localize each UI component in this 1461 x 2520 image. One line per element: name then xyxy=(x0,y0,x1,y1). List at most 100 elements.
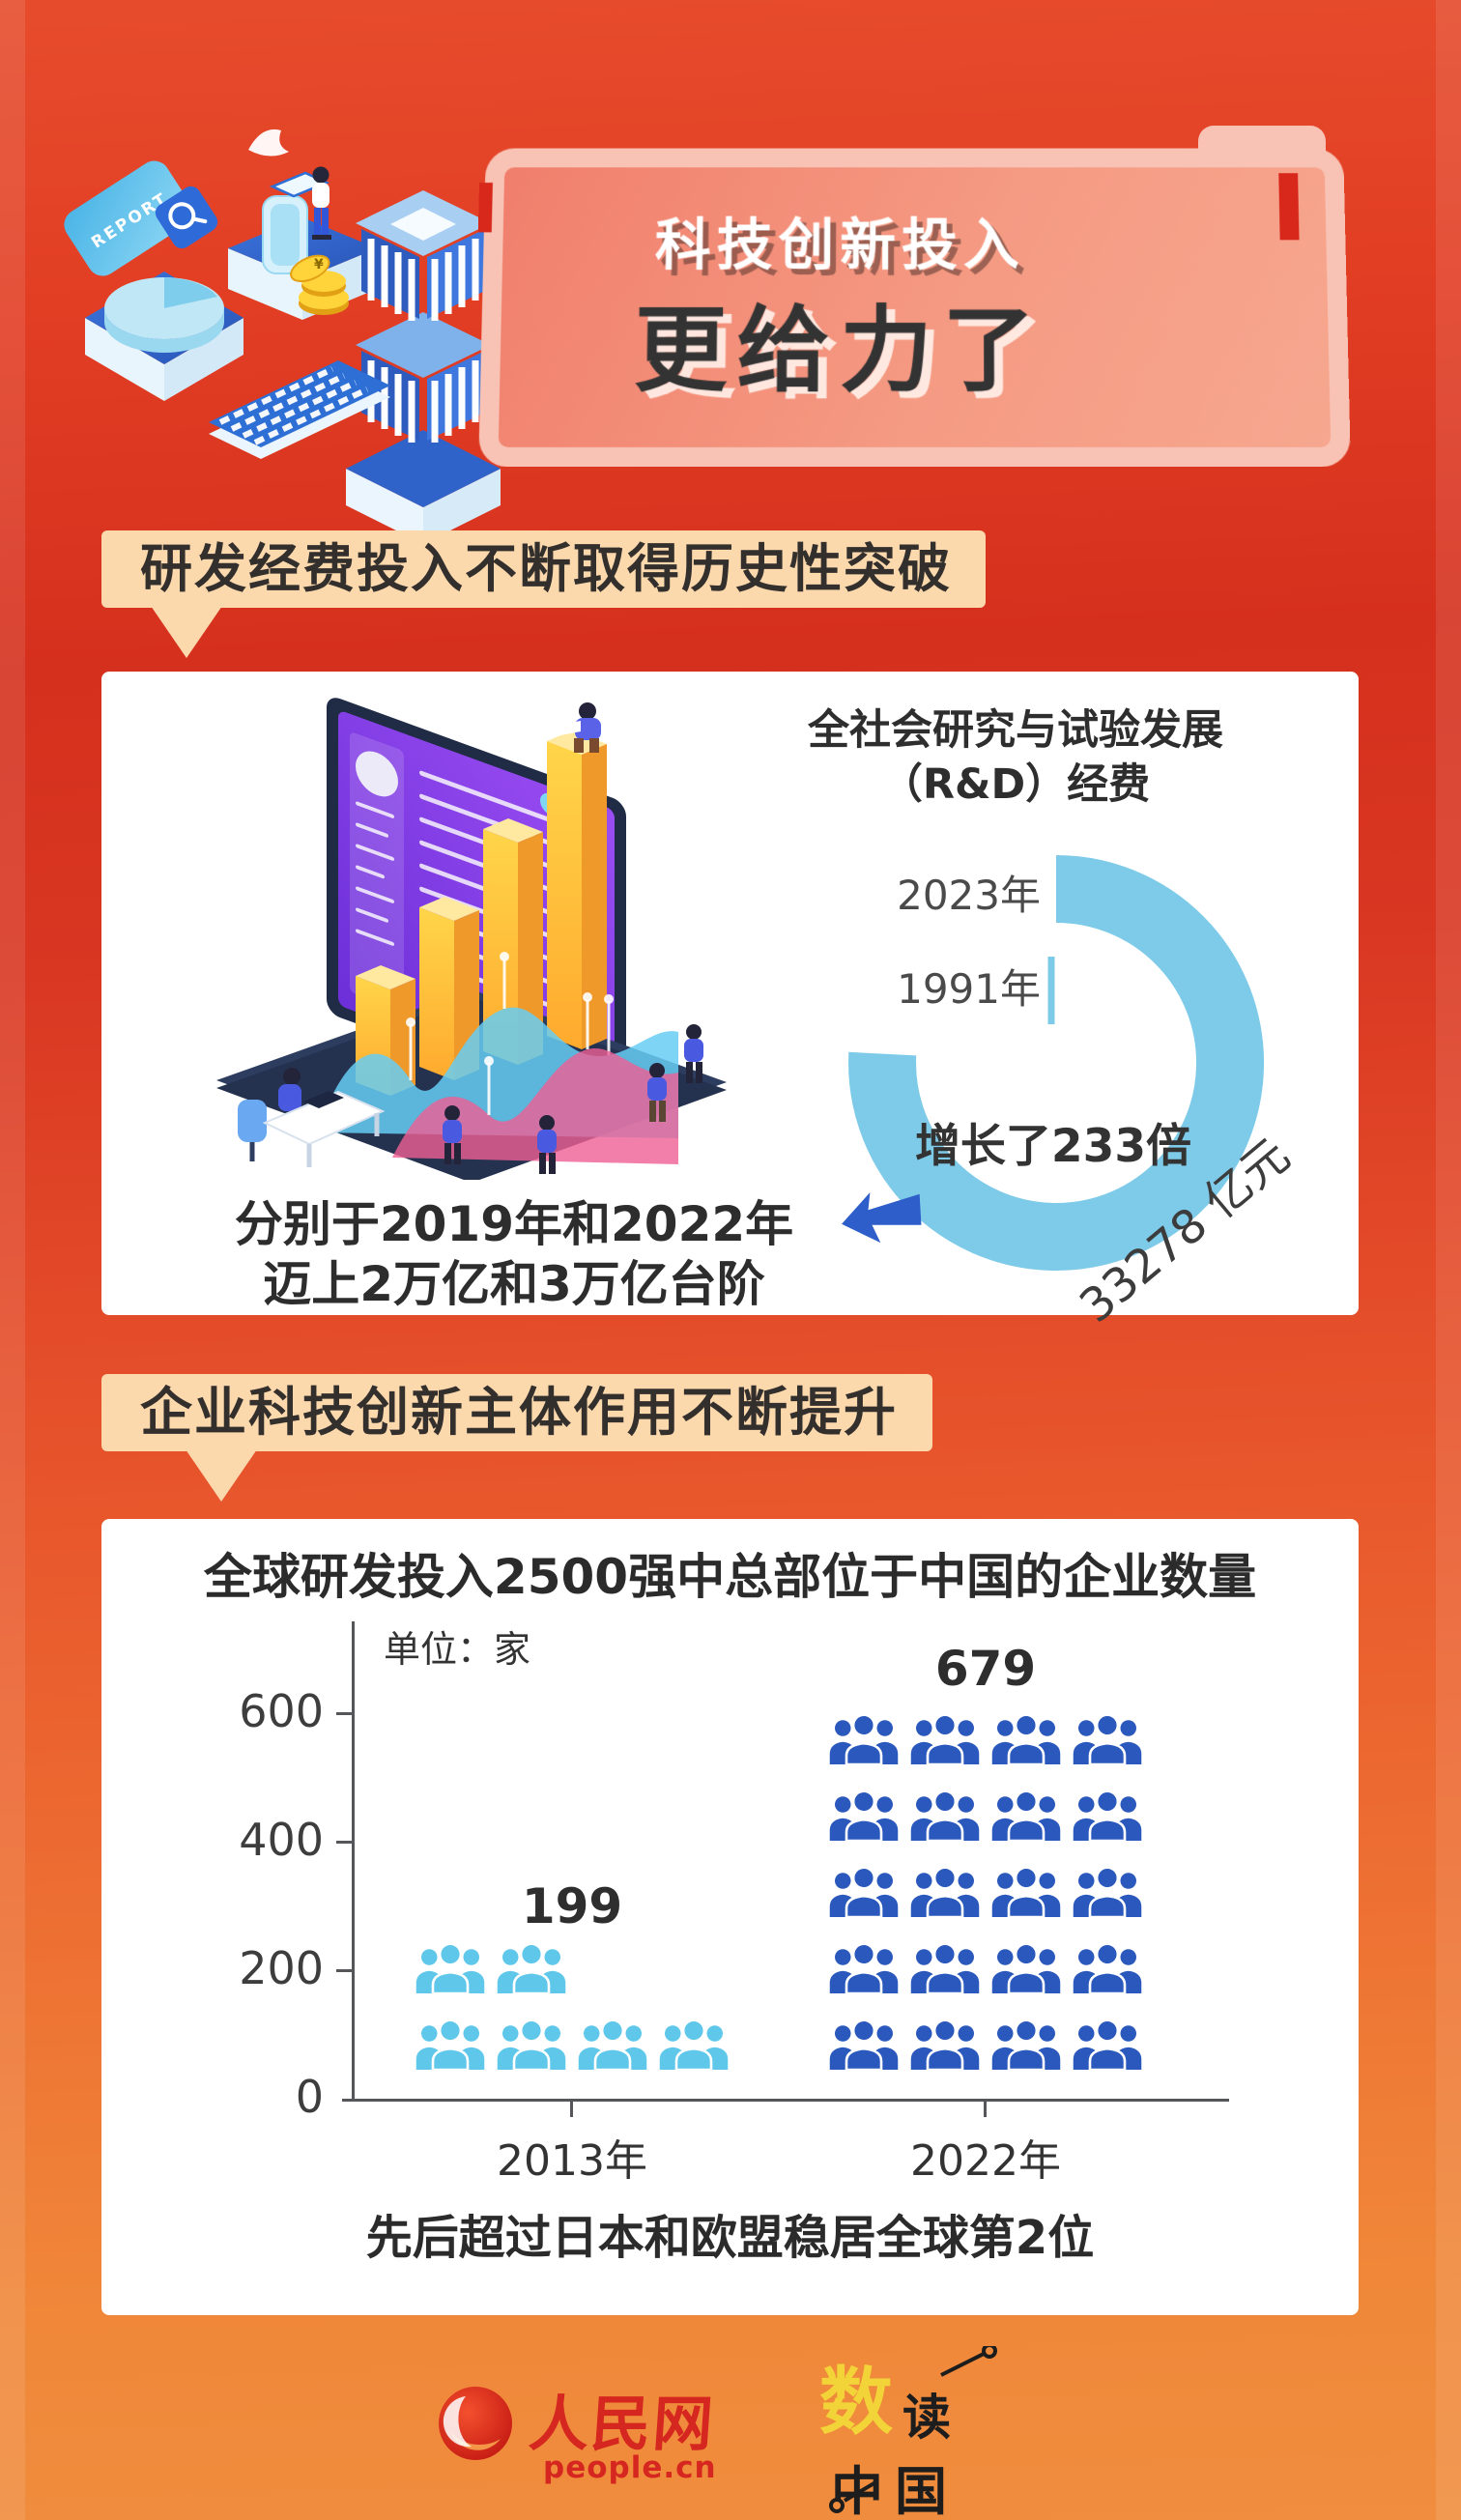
category-label-2022: 2022年 xyxy=(910,2136,1061,2186)
kiosk-platform-icon xyxy=(228,129,377,320)
value-label-2022: 679 xyxy=(934,1641,1037,1697)
rd-chart-title-line2: （R&D）经费 xyxy=(880,760,1151,809)
people-group-icon xyxy=(576,2018,649,2070)
hero-isometric-illustration: ¥ xyxy=(64,129,501,544)
section1-card: 全社会研究与试验发展 （R&D）经费 2023年 1991年 增长了233倍 3… xyxy=(101,672,1359,1333)
y-axis-line xyxy=(352,1621,355,2102)
people-group-icon xyxy=(989,1865,1063,1917)
shudu-zhongguo-logo: 数 读 中国 xyxy=(817,2346,1049,2520)
y-tick-label: 400 xyxy=(239,1814,324,1866)
section2-banner-pointer xyxy=(186,1449,257,1502)
shudu-char-du: 读 xyxy=(902,2390,951,2446)
shudu-zhongguo-text: 中国 xyxy=(831,2461,959,2520)
dashboard-illustration xyxy=(216,698,727,1180)
people-group-icon xyxy=(414,2018,487,2070)
shudu-char-shu: 数 xyxy=(819,2359,893,2445)
title-panel-notch xyxy=(1278,173,1300,241)
y-tick xyxy=(336,1969,352,1972)
people-cn-logo: 人民网 people.cn xyxy=(437,2379,727,2505)
page-title-line1: 科技创新投入 xyxy=(654,212,1025,278)
people-cn-name: 人民网 xyxy=(527,2389,718,2459)
people-group-icon xyxy=(827,1865,901,1917)
people-group-icon xyxy=(989,1712,1063,1764)
building-icon xyxy=(346,190,501,544)
section1-caption-line1: 分别于2019年和2022年 xyxy=(234,1196,794,1252)
search-icon xyxy=(155,186,218,249)
people-group-icon xyxy=(908,1789,982,1841)
value-label-2013: 199 xyxy=(521,1878,623,1934)
y-tick-label: 200 xyxy=(239,1942,324,1994)
standing-people-icons xyxy=(443,1024,703,1174)
pictograph-row xyxy=(414,1941,568,1993)
people-cn-ball-icon xyxy=(439,2387,512,2460)
background-right-stripe xyxy=(1436,0,1461,2520)
people-group-icon xyxy=(414,1941,487,1993)
pie-platform-icon xyxy=(85,272,244,401)
title-panel-sliver xyxy=(477,183,493,233)
people-group-icon xyxy=(989,2018,1063,2070)
y-tick-label: 600 xyxy=(239,1685,324,1737)
section2-card: 全球研发投入2500强中总部位于中国的企业数量 单位：家 600 400 200… xyxy=(101,1519,1359,2315)
people-cn-url: people.cn xyxy=(543,2450,717,2485)
people-group-icon xyxy=(908,1941,982,1993)
x-tick xyxy=(984,2102,987,2117)
rd-chart-title-line1: 全社会研究与试验发展 xyxy=(808,706,1223,755)
pink-area-wave xyxy=(392,1047,678,1164)
ring-label-1991: 1991年 xyxy=(897,965,1041,1013)
people-group-icon xyxy=(827,2018,901,2070)
left-arrow-icon xyxy=(842,1192,922,1244)
keyboard-icon xyxy=(209,360,390,459)
people-group-icon xyxy=(495,2018,568,2070)
section1-caption-line2: 迈上2万亿和3万亿台阶 xyxy=(263,1256,765,1312)
category-label-2013: 2013年 xyxy=(497,2136,647,2186)
people-group-icon xyxy=(989,1789,1063,1841)
wave-markers xyxy=(409,959,611,1080)
section1-banner-label: 研发经费投入不断取得历史性突破 xyxy=(140,538,952,599)
people-group-icon xyxy=(1071,1712,1144,1764)
coins-icon: ¥ xyxy=(290,254,349,315)
people-group-icon xyxy=(827,1941,901,1993)
pictograph-row xyxy=(827,1865,1144,1917)
people-group-icon xyxy=(827,1789,901,1841)
y-tick-label: 0 xyxy=(295,2071,324,2123)
pictograph-row xyxy=(827,1712,1144,1764)
ring-2023 xyxy=(848,855,1265,1271)
people-group-icon xyxy=(908,1712,982,1764)
pictograph-row xyxy=(827,1789,1144,1841)
people-group-icon xyxy=(827,1712,901,1764)
section2-banner-label: 企业科技创新主体作用不断提升 xyxy=(140,1382,898,1443)
people-group-icon xyxy=(989,1941,1063,1993)
pictograph-chart-title: 全球研发投入2500强中总部位于中国的企业数量 xyxy=(203,1549,1257,1605)
section2-banner: 企业科技创新主体作用不断提升 xyxy=(101,1374,932,1451)
unit-label: 单位：家 xyxy=(384,1628,531,1671)
section2-footnote: 先后超过日本和欧盟稳居全球第2位 xyxy=(365,2211,1095,2265)
rd-radial-bar-chart xyxy=(848,855,1265,1271)
section1-banner: 研发经费投入不断取得历史性突破 xyxy=(101,530,986,608)
ring-label-2023: 2023年 xyxy=(897,872,1041,919)
svg-text:¥: ¥ xyxy=(314,257,324,272)
people-group-icon xyxy=(908,1865,982,1917)
sitting-person-icon xyxy=(560,702,601,753)
y-tick xyxy=(336,1712,352,1715)
pictograph-group-2022 xyxy=(827,1712,1144,2070)
section1-banner-pointer xyxy=(151,606,222,658)
people-group-icon xyxy=(495,1941,568,1993)
desk-person-icon xyxy=(238,1068,386,1167)
x-axis-line xyxy=(342,2099,1229,2102)
people-group-icon xyxy=(657,2018,730,2070)
people-group-icon xyxy=(1071,2018,1144,2070)
people-group-icon xyxy=(908,2018,982,2070)
y-tick xyxy=(336,1841,352,1844)
pictograph-row xyxy=(827,2018,1144,2070)
page-title-line2: 更给力了 xyxy=(633,296,1046,405)
title-panel: 科技创新投入 更给力了 xyxy=(477,148,1351,468)
growth-annotation: 增长了233倍 xyxy=(914,1120,1192,1173)
people-group-icon xyxy=(1071,1941,1144,1993)
pictograph-group-2013 xyxy=(414,1941,730,2070)
pictograph-row xyxy=(827,1941,1144,1993)
people-group-icon xyxy=(1071,1789,1144,1841)
background-left-stripe xyxy=(0,0,25,2520)
report-card-icon: REPORT xyxy=(64,160,193,276)
data-pin-icons xyxy=(829,2346,997,2513)
